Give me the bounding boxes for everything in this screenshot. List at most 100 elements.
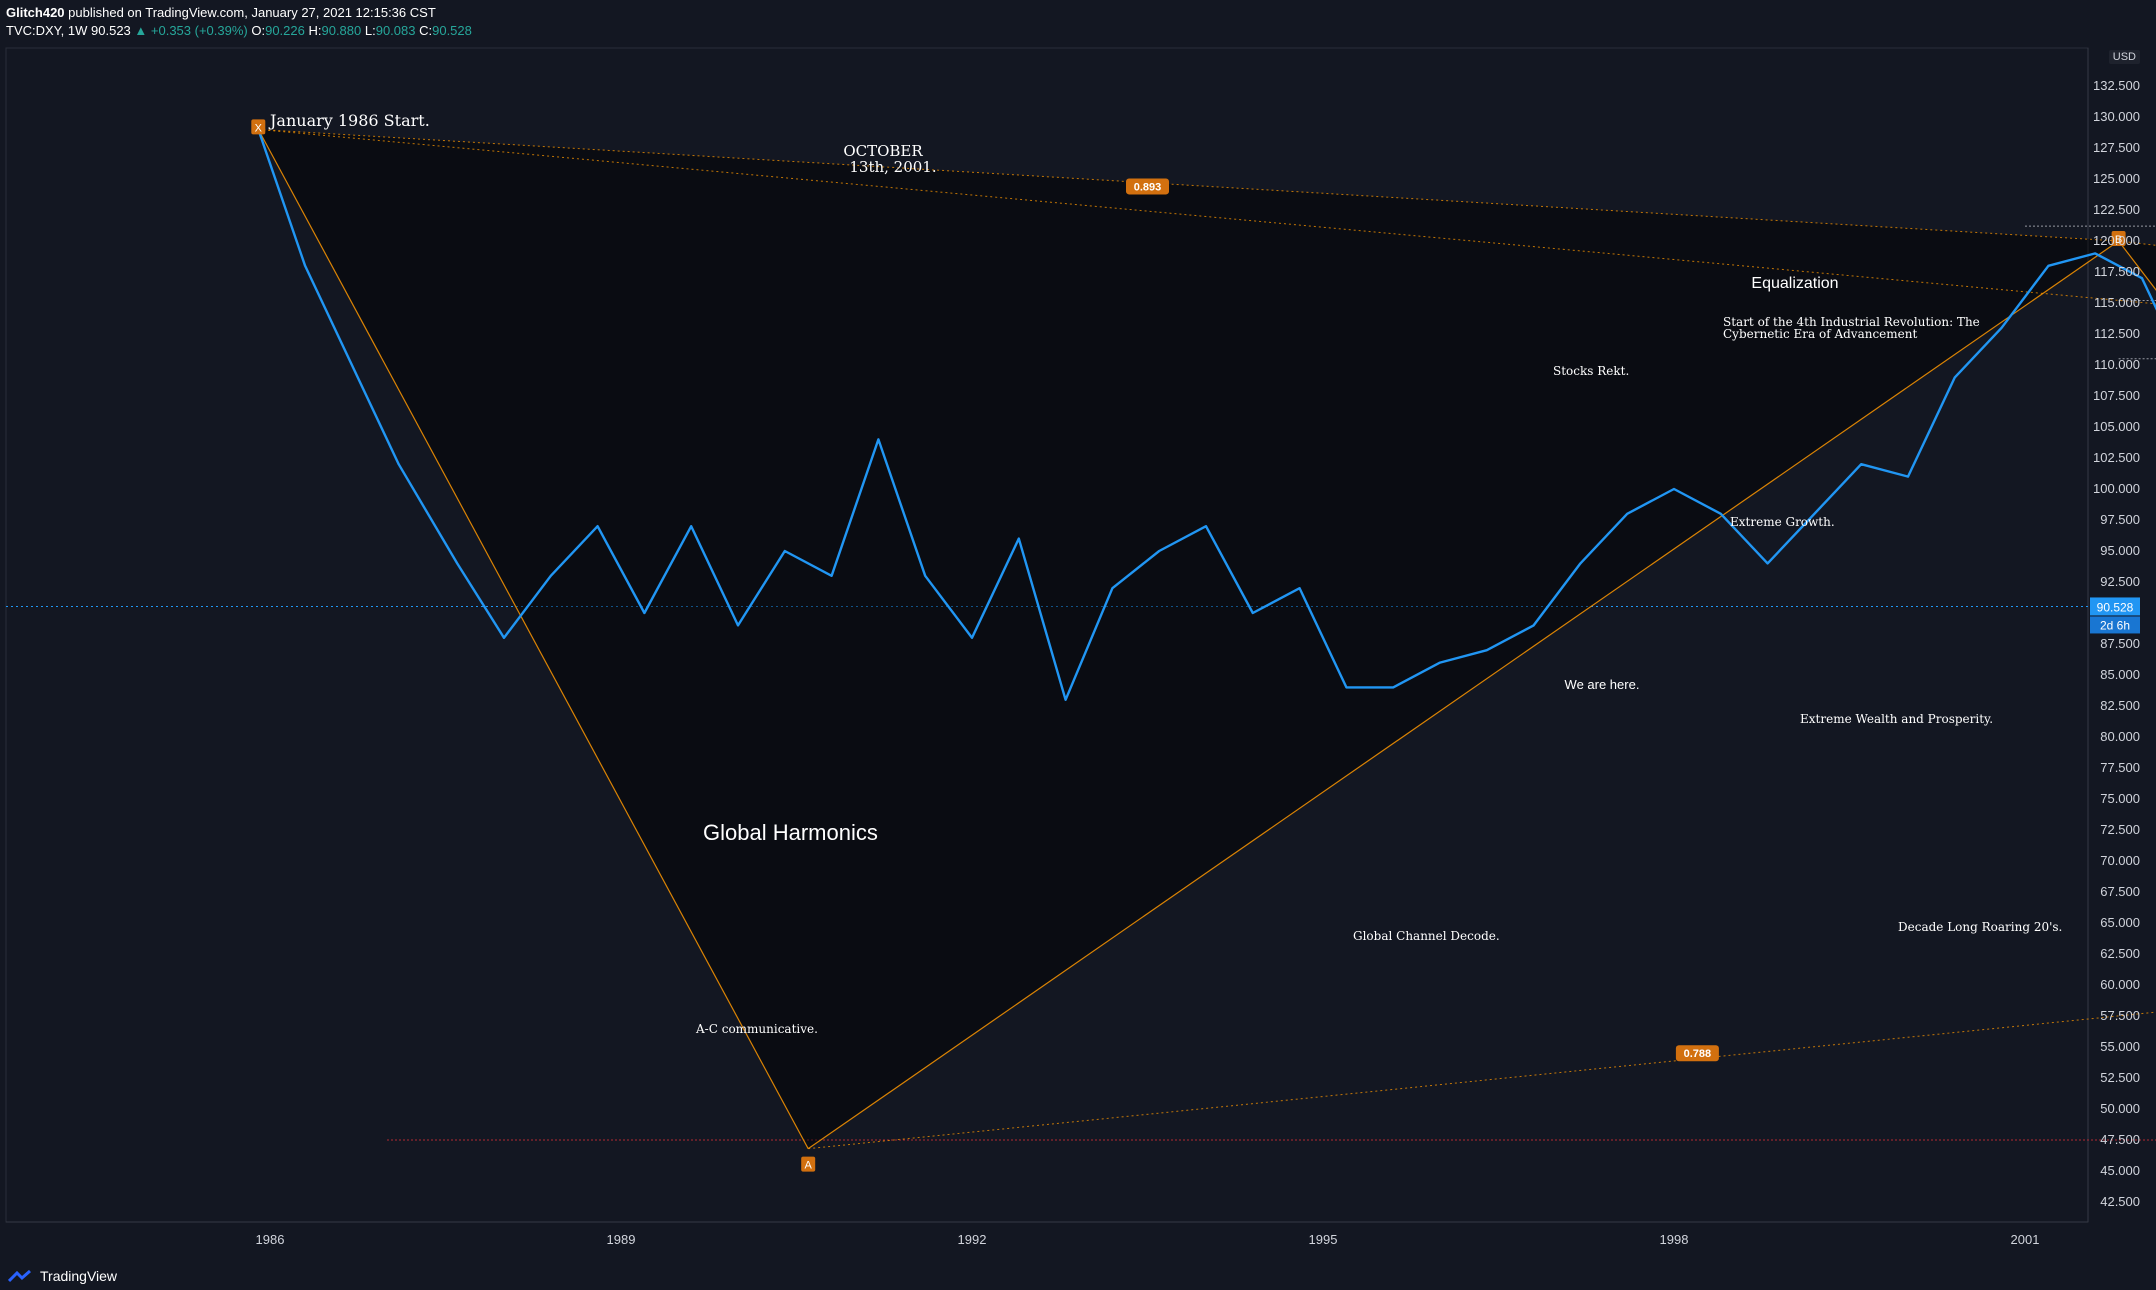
xab-triangle[interactable]: [258, 129, 2119, 1149]
y-tick-label: 62.500: [2100, 946, 2140, 961]
y-tick-label: 87.500: [2100, 636, 2140, 651]
publisher-name[interactable]: Glitch420: [6, 5, 65, 20]
close-value: 90.528: [432, 23, 472, 38]
open-label: O:: [251, 23, 266, 38]
price-badge-bg: [2090, 597, 2140, 616]
point-label-x: X: [255, 122, 263, 134]
price-change: ▲ +0.353 (+0.39%): [134, 23, 248, 38]
y-tick-label: 122.500: [2093, 202, 2140, 217]
y-tick-label: 132.500: [2093, 78, 2140, 93]
annotation-extreme-wealth: Extreme Wealth and Prosperity.: [1800, 712, 1993, 726]
x-tick-label: 1992: [958, 1232, 987, 1247]
published-text: published on TradingView.com, January 27…: [64, 5, 436, 20]
x-tick-label: 1986: [256, 1232, 285, 1247]
pattern-leg-xa[interactable]: [257, 129, 809, 1149]
grid: [5, 47, 2156, 1223]
low-value: 90.083: [375, 23, 416, 38]
ratio-line-xb: [258, 128, 2119, 242]
y-tick-label: 65.000: [2100, 915, 2140, 930]
low-label: L:: [364, 23, 376, 38]
y-tick-label: 70.000: [2100, 853, 2140, 868]
symbol-label[interactable]: TVC:DXY, 1W: [6, 23, 88, 38]
y-tick-label: 125.000: [2093, 171, 2140, 186]
y-tick-label: 105.000: [2093, 419, 2140, 434]
point-label-a: A: [805, 1160, 813, 1172]
y-tick-label: 100.000: [2093, 481, 2140, 496]
last-price: 90.523: [91, 23, 131, 38]
y-tick-label: 67.500: [2100, 884, 2140, 899]
price-badge: 90.528: [2097, 600, 2134, 614]
y-tick-label: 115.000: [2094, 295, 2140, 310]
y-tick-label: 120.000: [2093, 233, 2140, 248]
tradingview-footer[interactable]: TradingView: [8, 1268, 117, 1284]
publish-info: Glitch420 published on TradingView.com, …: [6, 4, 472, 22]
y-tick-label: 52.500: [2100, 1070, 2140, 1085]
y-tick-label: 45.000: [2100, 1163, 2140, 1178]
annotation-revolution-1: Start of the 4th Industrial Revolution: …: [1723, 315, 1980, 329]
y-tick-label: 127.500: [2093, 140, 2140, 155]
y-tick-label: 92.500: [2100, 574, 2140, 589]
high-value: 90.880: [321, 23, 362, 38]
x-tick-label: 2001: [2011, 1232, 2040, 1247]
annotation-start: January 1986 Start.: [268, 111, 430, 130]
y-tick-label: 42.500: [2100, 1194, 2140, 1209]
y-tick-label: 130.000: [2093, 109, 2140, 124]
series-layer: [257, 129, 2156, 836]
chart-title: Global Harmonics: [703, 820, 878, 845]
y-tick-label: 60.000: [2100, 977, 2140, 992]
ratio-line-ac: [808, 1011, 2156, 1150]
annotation-channel: Global Channel Decode.: [1353, 929, 1500, 943]
annotation-we-are-here: We are here.: [1565, 677, 1640, 692]
point-badge-b: [2111, 231, 2126, 246]
annotation-stocks-rekt: Stocks Rekt.: [1553, 364, 1629, 378]
currency-label[interactable]: USD: [2108, 50, 2140, 64]
ratio-badge: [1675, 1045, 1719, 1062]
y-tick-label: 117.500: [2094, 264, 2140, 279]
y-tick-label: 57.500: [2100, 1008, 2140, 1023]
tradingview-logo-icon: [8, 1269, 31, 1283]
ratio-label: 0.788: [1684, 1048, 1712, 1060]
y-tick-label: 107.500: [2093, 388, 2140, 403]
y-tick-label: 82.500: [2100, 698, 2140, 713]
high-label: H:: [308, 23, 322, 38]
y-tick-label: 112.500: [2094, 326, 2140, 341]
annotation-extreme-growth: Extreme Growth.: [1730, 515, 1835, 529]
y-tick-label: 95.000: [2100, 543, 2140, 558]
point-label-b: B: [2115, 234, 2122, 246]
y-tick-label: 55.000: [2100, 1039, 2140, 1054]
open-value: 90.226: [265, 23, 305, 38]
time-axis[interactable]: 1986198919921995199820012004200720102013…: [256, 1232, 2156, 1247]
y-tick-label: 85.000: [2100, 667, 2140, 682]
y-tick-label: 110.000: [2094, 357, 2140, 372]
chart-header: Glitch420 published on TradingView.com, …: [6, 4, 472, 40]
annotation-equalization: Equalization: [1751, 275, 1838, 292]
harmonic-pattern[interactable]: [257, 128, 2156, 1150]
y-tick-label: 72.500: [2100, 822, 2140, 837]
annotation-revolution-2: Cybernetic Era of Advancement: [1723, 327, 1917, 341]
annotation-roaring: Decade Long Roaring 20's.: [1898, 920, 2062, 934]
y-tick-label: 47.500: [2100, 1132, 2140, 1147]
time-badge: 2d 6h: [2100, 618, 2130, 632]
time-badge-bg: [2090, 616, 2140, 634]
x-tick-label: 1995: [1309, 1232, 1338, 1247]
y-tick-label: 80.000: [2100, 729, 2140, 744]
close-label: C:: [419, 23, 433, 38]
price-axis[interactable]: 132.500 130.000 127.500 125.000 122.500 120.0…: [2090, 78, 2140, 1209]
price-series-historical[interactable]: [257, 129, 2156, 836]
x-tick-label: 1998: [1660, 1232, 1689, 1247]
annotation-october: OCTOBER: [843, 142, 923, 160]
point-badge-x: [251, 119, 266, 135]
ratio-label: 0.893: [1134, 181, 1162, 193]
y-tick-label: 50.000: [2100, 1101, 2140, 1116]
annotation-ac: A-C communicative.: [695, 1022, 818, 1036]
pattern-leg-ab[interactable]: [807, 240, 2119, 1150]
y-tick-label: 102.500: [2093, 450, 2140, 465]
footer-brand: TradingView: [40, 1268, 118, 1284]
point-badge-a: [801, 1156, 816, 1172]
y-tick-label: 75.000: [2100, 791, 2140, 806]
x-tick-label: 1989: [607, 1232, 636, 1247]
y-tick-label: 97.500: [2100, 512, 2140, 527]
y-tick-label: 77.500: [2100, 760, 2140, 775]
